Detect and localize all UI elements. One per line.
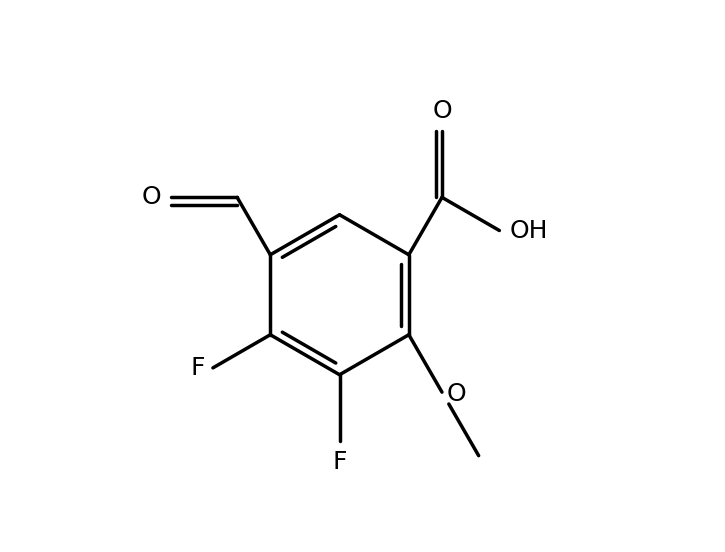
Text: F: F	[332, 450, 347, 474]
Text: F: F	[190, 356, 204, 380]
Text: O: O	[141, 185, 161, 209]
Text: O: O	[432, 99, 452, 123]
Text: OH: OH	[510, 219, 548, 242]
Text: O: O	[447, 383, 466, 406]
